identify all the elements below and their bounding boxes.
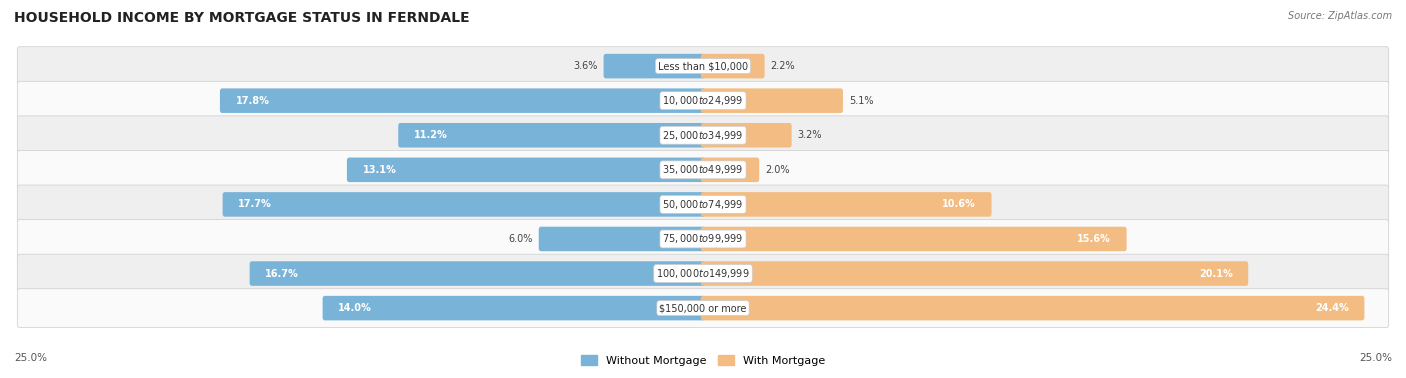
Text: 3.2%: 3.2% [797,130,823,140]
Text: $10,000 to $24,999: $10,000 to $24,999 [662,94,744,107]
FancyBboxPatch shape [17,254,1389,293]
FancyBboxPatch shape [700,158,759,182]
FancyBboxPatch shape [603,54,706,78]
FancyBboxPatch shape [700,261,1249,286]
Text: 24.4%: 24.4% [1315,303,1348,313]
FancyBboxPatch shape [700,227,1126,251]
FancyBboxPatch shape [17,185,1389,224]
Text: 5.1%: 5.1% [849,96,873,106]
Text: 20.1%: 20.1% [1199,268,1233,279]
FancyBboxPatch shape [700,54,765,78]
Text: 13.1%: 13.1% [363,165,396,175]
FancyBboxPatch shape [347,158,706,182]
FancyBboxPatch shape [17,116,1389,155]
Text: 2.0%: 2.0% [765,165,790,175]
Text: $35,000 to $49,999: $35,000 to $49,999 [662,163,744,176]
Text: 10.6%: 10.6% [942,200,976,209]
Text: $50,000 to $74,999: $50,000 to $74,999 [662,198,744,211]
Text: 16.7%: 16.7% [266,268,299,279]
Text: 17.8%: 17.8% [236,96,270,106]
Text: Less than $10,000: Less than $10,000 [658,61,748,71]
FancyBboxPatch shape [398,123,706,147]
FancyBboxPatch shape [322,296,706,321]
FancyBboxPatch shape [700,192,991,217]
FancyBboxPatch shape [700,296,1364,321]
Text: 2.2%: 2.2% [770,61,796,71]
Text: $100,000 to $149,999: $100,000 to $149,999 [657,267,749,280]
FancyBboxPatch shape [700,88,844,113]
FancyBboxPatch shape [17,220,1389,258]
FancyBboxPatch shape [17,289,1389,327]
FancyBboxPatch shape [538,227,706,251]
Text: 11.2%: 11.2% [413,130,447,140]
FancyBboxPatch shape [17,47,1389,85]
Text: 25.0%: 25.0% [14,353,46,363]
Text: 25.0%: 25.0% [1360,353,1392,363]
Legend: Without Mortgage, With Mortgage: Without Mortgage, With Mortgage [581,355,825,366]
Text: 15.6%: 15.6% [1077,234,1111,244]
Text: Source: ZipAtlas.com: Source: ZipAtlas.com [1288,11,1392,21]
FancyBboxPatch shape [222,192,706,217]
FancyBboxPatch shape [219,88,706,113]
Text: 17.7%: 17.7% [238,200,271,209]
Text: 14.0%: 14.0% [339,303,373,313]
FancyBboxPatch shape [17,81,1389,120]
Text: $25,000 to $34,999: $25,000 to $34,999 [662,129,744,142]
FancyBboxPatch shape [17,150,1389,189]
FancyBboxPatch shape [700,123,792,147]
Text: $75,000 to $99,999: $75,000 to $99,999 [662,232,744,245]
Text: HOUSEHOLD INCOME BY MORTGAGE STATUS IN FERNDALE: HOUSEHOLD INCOME BY MORTGAGE STATUS IN F… [14,11,470,25]
Text: 3.6%: 3.6% [574,61,598,71]
Text: 6.0%: 6.0% [509,234,533,244]
Text: $150,000 or more: $150,000 or more [659,303,747,313]
FancyBboxPatch shape [250,261,706,286]
